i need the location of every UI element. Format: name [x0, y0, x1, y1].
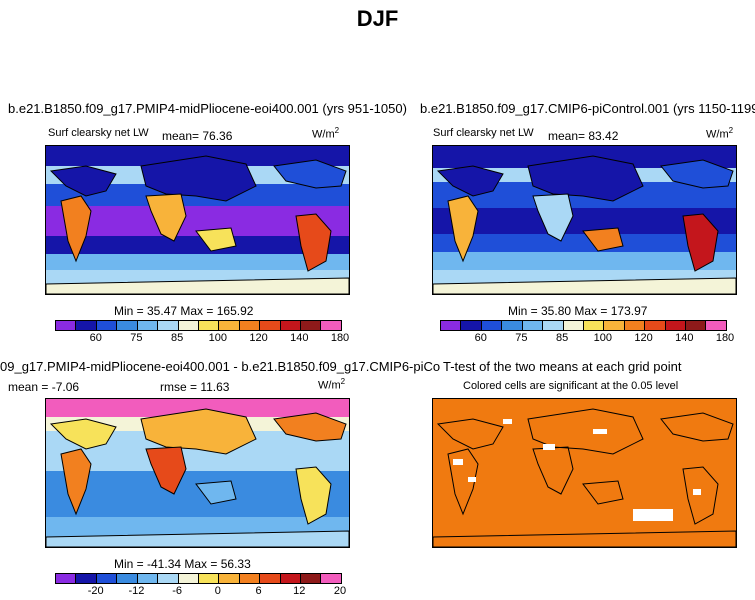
colorbar-swatch [301, 574, 322, 583]
colorbar-swatch [96, 321, 118, 330]
panel1-units: W/m2 [312, 126, 340, 141]
colorbar-tick-label: 85 [171, 332, 184, 344]
panel4-map [432, 398, 737, 548]
panel3-header: 09_g17.PMIP4-midPliocene-eoi400.001 - b.… [0, 359, 440, 374]
colorbar-swatch [56, 574, 77, 583]
panel3-units: W/m2 [318, 377, 346, 392]
colorbar-tick-label: 12 [293, 585, 306, 597]
colorbar-swatch [280, 574, 302, 583]
colorbar-tick-label: 180 [715, 332, 735, 344]
panel1-header: b.e21.B1850.f09_g17.PMIP4-midPliocene-eo… [8, 101, 407, 116]
colorbar-swatch [219, 574, 240, 583]
colorbar-swatch [706, 321, 726, 330]
colorbar-swatch [56, 321, 77, 330]
colorbar-tick-label: 100 [593, 332, 613, 344]
colorbar-tick-label: 140 [290, 332, 309, 344]
panel1-minmax: Min = 35.47 Max = 165.92 [114, 304, 254, 318]
colorbar-tick-label: -20 [87, 585, 104, 597]
colorbar-tick-label: 0 [214, 585, 221, 597]
panel1-colorbar-ticks: 60 75 85 100 120 140 180 [55, 332, 350, 346]
panel2-map [432, 145, 737, 295]
colorbar-swatch [280, 321, 302, 330]
colorbar-tick-label: 100 [208, 332, 228, 344]
colorbar-swatch [239, 321, 261, 330]
colorbar-swatch [178, 321, 199, 330]
colorbar-tick-label: 140 [675, 332, 694, 344]
colorbar-swatch [301, 321, 322, 330]
colorbar-swatch [137, 321, 159, 330]
colorbar-swatch [158, 574, 179, 583]
panel1-mean: mean= 76.36 [162, 129, 233, 143]
colorbar-tick-label: 60 [89, 332, 102, 344]
colorbar-tick-label: 120 [634, 332, 653, 344]
colorbar-tick-label: 120 [249, 332, 268, 344]
ttest-fill [433, 399, 736, 547]
colorbar-swatch [198, 321, 220, 330]
colorbar-swatch [645, 321, 666, 330]
colorbar-tick-label: -12 [128, 585, 145, 597]
colorbar-swatch [178, 574, 199, 583]
colorbar-swatch [686, 321, 707, 330]
colorbar-swatch [563, 321, 584, 330]
panel3-colorbar-ticks: -20 -12 -6 0 6 12 20 [55, 585, 346, 599]
colorbar-swatch [522, 321, 544, 330]
colorbar-tick-label: 180 [330, 332, 350, 344]
colorbar-swatch [117, 574, 138, 583]
colorbar-swatch [461, 321, 482, 330]
colorbar-swatch [158, 321, 179, 330]
colorbar-tick-label: 75 [515, 332, 528, 344]
colorbar-swatch [583, 321, 605, 330]
panel2-colorbar-ticks: 60 75 85 100 120 140 180 [440, 332, 735, 346]
panel1-colorbar [55, 320, 342, 331]
panel2-header: b.e21.B1850.f09_g17.CMIP6-piControl.001 … [420, 101, 755, 116]
panel1-variable: Surf clearsky net LW [48, 127, 149, 139]
panel2-mean: mean= 83.42 [548, 129, 619, 143]
colorbar-swatch [76, 321, 97, 330]
panel3-minmax: Min = -41.34 Max = 56.33 [114, 557, 251, 571]
page-title: DJF [356, 6, 399, 31]
colorbar-swatch [502, 321, 523, 330]
colorbar-swatch [481, 321, 503, 330]
colorbar-swatch [219, 321, 240, 330]
colorbar-swatch [96, 574, 118, 583]
panel3-mean: mean = -7.06 [8, 380, 80, 394]
colorbar-swatch [260, 574, 281, 583]
colorbar-tick-label: -6 [172, 585, 183, 597]
colorbar-swatch [239, 574, 261, 583]
colorbar-swatch [198, 574, 220, 583]
colorbar-swatch [76, 574, 97, 583]
colorbar-tick-label: 85 [556, 332, 569, 344]
colorbar-swatch [321, 574, 341, 583]
colorbar-swatch [260, 321, 281, 330]
panel2-minmax: Min = 35.80 Max = 173.97 [508, 304, 648, 318]
panel4-subheader: Colored cells are significant at the 0.0… [463, 380, 679, 392]
colorbar-swatch [665, 321, 687, 330]
panel1-map [45, 145, 350, 295]
colorbar-swatch [624, 321, 646, 330]
panel3-colorbar [55, 573, 342, 584]
colorbar-swatch [441, 321, 462, 330]
colorbar-swatch [321, 321, 341, 330]
colorbar-swatch [543, 321, 564, 330]
colorbar-tick-label: 60 [474, 332, 487, 344]
colorbar-swatch [117, 321, 138, 330]
panel3-rmse: rmse = 11.63 [160, 380, 230, 394]
colorbar-tick-label: 20 [333, 585, 347, 597]
colorbar-swatch [137, 574, 159, 583]
colorbar-swatch [604, 321, 625, 330]
panel2-colorbar [440, 320, 727, 331]
panel2-variable: Surf clearsky net LW [433, 127, 534, 139]
colorbar-tick-label: 75 [130, 332, 143, 344]
panel3-map [45, 398, 350, 548]
colorbar-tick-label: 6 [255, 585, 262, 597]
panel2-units: W/m2 [706, 126, 734, 141]
panel4-header: T-test of the two means at each grid poi… [443, 359, 682, 374]
